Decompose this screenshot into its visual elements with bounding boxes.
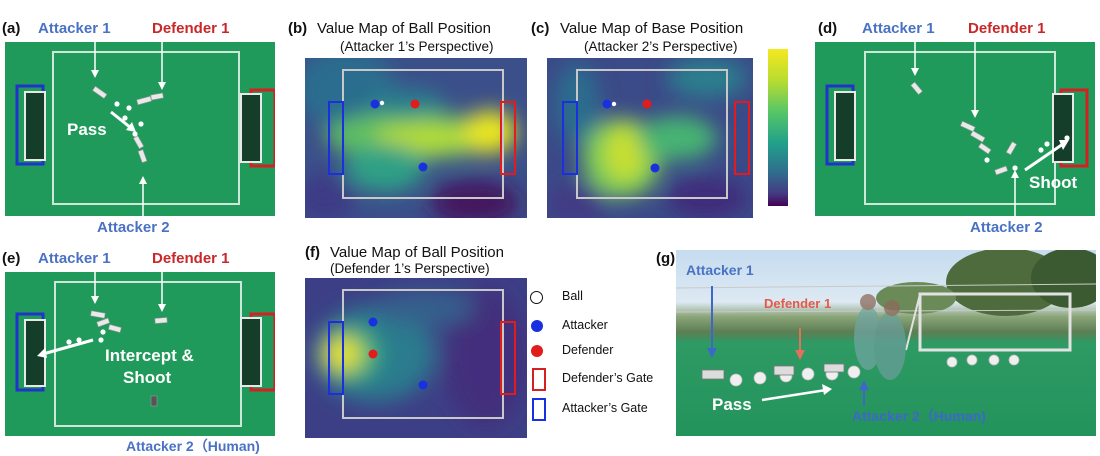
panel-a-pass-label: Pass — [67, 120, 107, 139]
critic-value-colorbar — [768, 49, 788, 206]
panel-g-attacker2-label: Attacker 2（Human) — [852, 408, 986, 424]
panel-c-subtitle: (Attacker 2’s Perspective) — [584, 39, 738, 54]
panel-d-field-drawing — [825, 42, 1089, 216]
legend-ball-label: Ball — [562, 289, 583, 303]
panel-c-heatmap-svg — [547, 58, 753, 218]
panel-a-defender1-label: Defender 1 — [152, 20, 230, 37]
panel-g-photo-drawing — [676, 250, 1096, 406]
legend-defender-label: Defender — [562, 343, 614, 357]
panel-f-label: (f) — [305, 244, 320, 261]
panel-e-attacker2-label: Attacker 2（Human) — [126, 438, 260, 454]
legend-defender-icon — [531, 345, 543, 357]
legend-attacker-icon — [531, 320, 543, 332]
panel-g-pass-label: Pass — [712, 395, 752, 414]
panel-a-attacker2-label: Attacker 2 — [97, 219, 170, 236]
legend-defender-gate-label: Defender’s Gate — [562, 371, 654, 385]
panel-e-defender1-label: Defender 1 — [152, 250, 230, 267]
panel-e-label: (e) — [2, 250, 21, 267]
panel-e-field: Intercept & Shoot — [5, 272, 275, 436]
panel-g-attacker1-label: Attacker 1 — [686, 262, 754, 278]
legend-defender-gate-icon — [532, 368, 546, 391]
panel-a-label: (a) — [2, 20, 21, 37]
panel-b-heatmap-svg — [305, 58, 527, 218]
panel-e-action-line2: Shoot — [123, 368, 172, 387]
panel-a-field-drawing — [15, 42, 275, 216]
panel-a-field: Pass — [5, 42, 275, 216]
panel-d-field: Shoot — [815, 42, 1095, 216]
legend-attacker-gate-label: Attacker’s Gate — [562, 401, 648, 415]
legend-attacker-label: Attacker — [562, 318, 608, 332]
panel-c-label: (c) — [531, 20, 550, 37]
legend-ball-icon — [530, 291, 543, 304]
panel-d-defender1-label: Defender 1 — [968, 20, 1046, 37]
panel-c-title: Value Map of Base Position — [560, 20, 744, 37]
panel-a-attacker1-label: Attacker 1 — [38, 20, 111, 37]
panel-d-shoot-label: Shoot — [1029, 173, 1078, 192]
panel-d-attacker2-label: Attacker 2 — [970, 219, 1043, 236]
panel-d-label: (d) — [818, 20, 838, 37]
panel-e-field-drawing — [15, 272, 275, 427]
panel-f-heatmap-svg — [305, 278, 527, 438]
panel-b-title: Value Map of Ball Position — [317, 20, 491, 37]
panel-f-subtitle: (Defender 1’s Perspective) — [330, 261, 490, 276]
panel-c-value-map — [547, 58, 753, 218]
panel-f-value-map — [305, 278, 527, 438]
panel-g-label: (g) — [656, 250, 676, 267]
panel-f-title: Value Map of Ball Position — [330, 244, 504, 261]
panel-b-subtitle: (Attacker 1’s Perspective) — [340, 39, 494, 54]
panel-g-photo: Attacker 1 Defender 1 Pass Attacker 2（Hu… — [676, 250, 1096, 436]
panel-e-attacker1-label: Attacker 1 — [38, 250, 111, 267]
panel-g-defender1-label: Defender 1 — [764, 296, 832, 311]
panel-b-label: (b) — [288, 20, 308, 37]
panel-b-value-map — [305, 58, 527, 218]
legend-attacker-gate-icon — [532, 398, 546, 421]
panel-d-attacker1-label: Attacker 1 — [862, 20, 935, 37]
panel-e-action-line1: Intercept & — [105, 346, 194, 365]
